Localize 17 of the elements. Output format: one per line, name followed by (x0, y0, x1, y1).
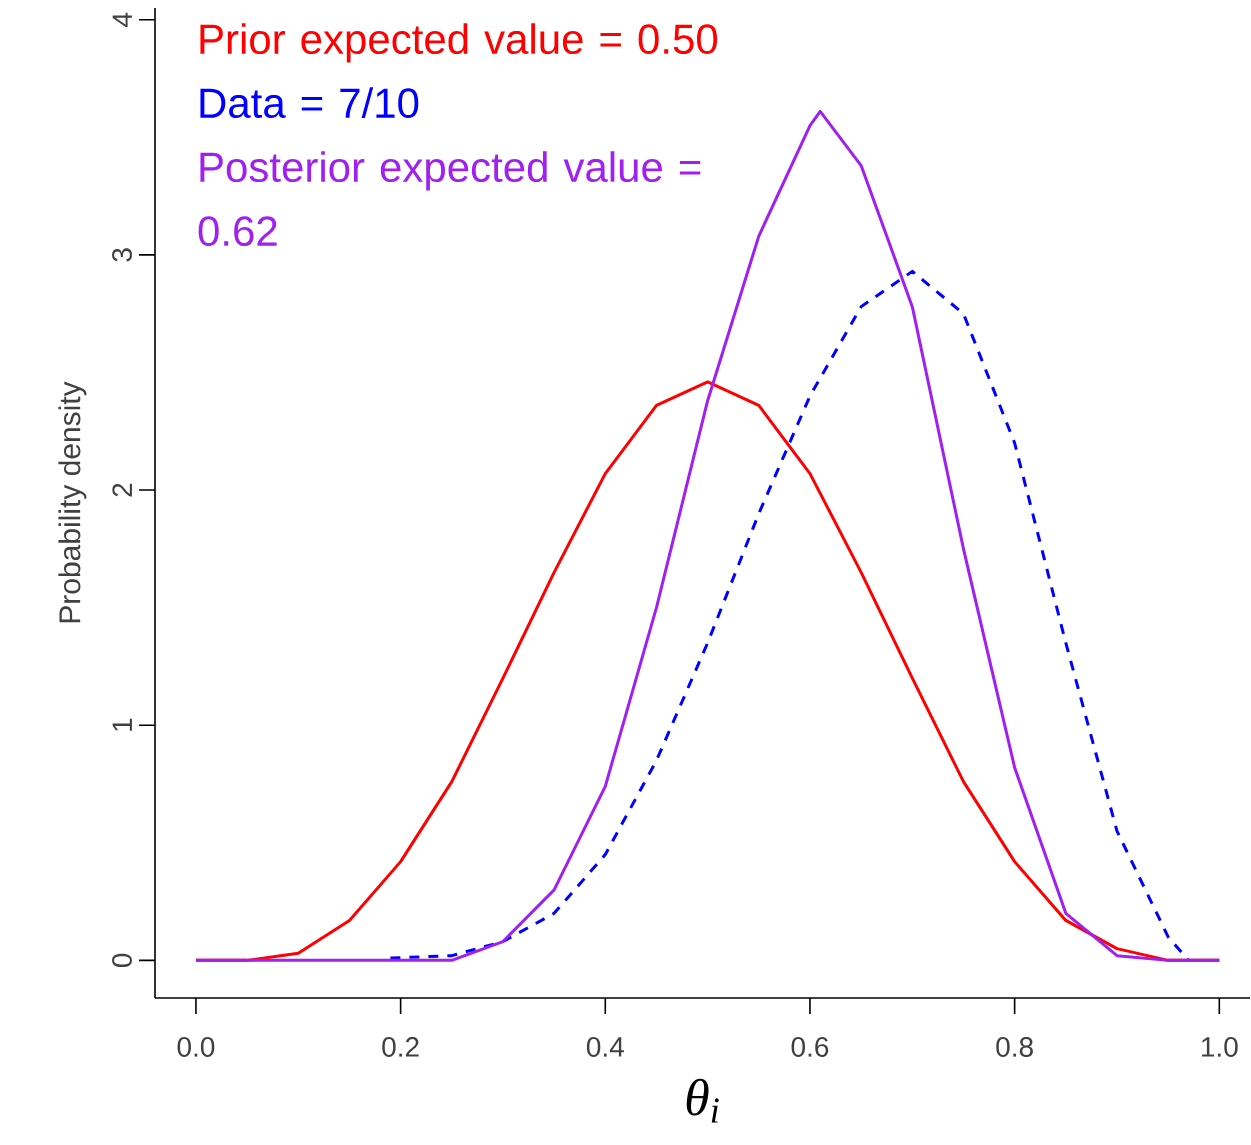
x-tick-label: 0.8 (996, 1037, 1033, 1057)
y-tick-label: 3 (112, 248, 132, 262)
x-tick-label: 0.6 (791, 1037, 829, 1057)
y-tick-label: 1 (112, 718, 132, 731)
annotation: Posterior expected value = 0.62 (198, 151, 701, 247)
y-tick-label: 0 (112, 953, 132, 968)
x-tick-label: 1.0 (1201, 1037, 1238, 1057)
x-axis-title: θ$_{i}$ (686, 1078, 719, 1123)
annotation: Prior expected value = 0.50 (200, 23, 718, 63)
x-tick-label: 0.4 (586, 1037, 624, 1057)
x-tick-label: 0.2 (382, 1037, 419, 1057)
line-series (388, 269, 1191, 962)
annotation: Data = 7/10 (200, 87, 419, 119)
y-axis-title: Probability density (58, 381, 87, 623)
x-tick-label: 0.0 (177, 1037, 215, 1057)
y-tick-label: 2 (112, 483, 132, 497)
y-tick-label: 4 (112, 12, 132, 27)
